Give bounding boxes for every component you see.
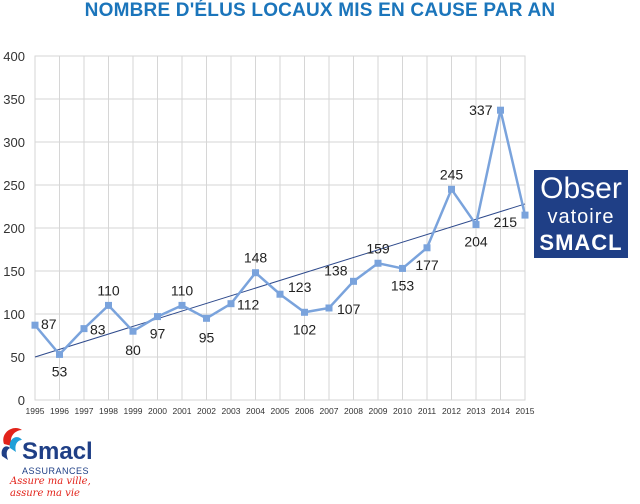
data-label: 215 xyxy=(494,214,518,230)
x-tick-label: 2004 xyxy=(246,406,265,416)
data-point xyxy=(325,304,333,312)
x-tick-label: 2014 xyxy=(491,406,510,416)
y-tick-label: 400 xyxy=(3,49,25,64)
x-tick-label: 1997 xyxy=(75,406,94,416)
x-tick-label: 2007 xyxy=(320,406,339,416)
x-tick-label: 2003 xyxy=(222,406,241,416)
x-tick-label: 2006 xyxy=(295,406,314,416)
data-label: 159 xyxy=(366,240,390,256)
data-point xyxy=(521,211,529,219)
data-point xyxy=(80,325,88,333)
data-point xyxy=(497,106,504,114)
data-label: 110 xyxy=(97,282,120,298)
y-tick-label: 350 xyxy=(3,92,25,107)
chart-title: NOMBRE D'ÉLUS LOCAUX MIS EN CAUSE PAR AN xyxy=(84,0,556,21)
y-tick-label: 0 xyxy=(18,393,25,408)
line-chart: 0 50 100 150 200 250 300 350 400 1995 1996 1997 1998… xyxy=(3,49,535,416)
trend-line xyxy=(34,203,526,358)
data-label: 87 xyxy=(41,316,57,332)
data-label: 97 xyxy=(150,326,166,342)
y-tick-label: 100 xyxy=(3,307,25,322)
data-label: 123 xyxy=(288,279,312,295)
logo-wordmark: Smacl xyxy=(22,438,93,465)
y-tick-label: 150 xyxy=(3,264,25,279)
smacl-logo-icon xyxy=(1,427,23,460)
data-label: 337 xyxy=(469,102,493,118)
observatoire-badge: Obser vatoire SMACL xyxy=(534,170,628,258)
data-point xyxy=(227,300,235,308)
data-point xyxy=(203,314,210,322)
data-label: 245 xyxy=(440,166,464,182)
x-tick-label: 2012 xyxy=(442,406,461,416)
data-point xyxy=(154,313,161,321)
data-label: 204 xyxy=(464,234,488,250)
y-tick-label: 50 xyxy=(11,350,25,365)
data-point xyxy=(276,290,284,298)
data-point xyxy=(31,321,39,329)
data-point xyxy=(301,308,308,316)
data-label: 95 xyxy=(199,329,215,345)
data-point xyxy=(399,264,406,272)
data-point xyxy=(252,269,259,277)
data-label: 148 xyxy=(244,250,268,266)
x-tick-label: 1996 xyxy=(50,406,69,416)
x-tick-label: 1999 xyxy=(124,406,143,416)
logo-tagline-2: assure ma vie xyxy=(10,488,80,499)
data-point xyxy=(178,301,186,309)
data-label: 53 xyxy=(52,363,68,379)
y-tick-label: 200 xyxy=(3,221,25,236)
data-label: 112 xyxy=(237,297,260,313)
x-tick-label: 2002 xyxy=(197,406,216,416)
data-label: 102 xyxy=(293,321,317,337)
x-tick-label: 2008 xyxy=(344,406,363,416)
x-tick-label: 2005 xyxy=(271,406,290,416)
data-point xyxy=(374,259,382,267)
data-point xyxy=(472,221,480,229)
x-tick-label: 2013 xyxy=(467,406,486,416)
data-label: 110 xyxy=(171,282,194,298)
y-tick-label: 250 xyxy=(3,178,25,193)
y-tick-label: 300 xyxy=(3,135,25,150)
x-tick-label: 1995 xyxy=(26,406,45,416)
data-label: 80 xyxy=(125,342,141,358)
x-tick-label: 2000 xyxy=(148,406,167,416)
data-point xyxy=(56,350,63,358)
data-point xyxy=(350,277,357,285)
data-label: 153 xyxy=(391,277,415,293)
data-label: 83 xyxy=(90,322,106,338)
data-label: 107 xyxy=(337,301,361,317)
badge-line-1: Obser xyxy=(540,172,622,205)
data-label: 138 xyxy=(324,262,348,278)
data-point xyxy=(423,244,431,252)
x-tick-label: 2001 xyxy=(173,406,192,416)
data-point xyxy=(129,327,137,335)
badge-line-3: SMACL xyxy=(539,230,623,255)
logo-tagline-1: Assure ma ville, xyxy=(10,476,91,487)
x-tick-label: 2010 xyxy=(393,406,412,416)
x-tick-label: 2009 xyxy=(369,406,388,416)
x-tick-label: 2015 xyxy=(516,406,535,416)
data-label: 177 xyxy=(415,257,439,273)
x-tick-label: 2011 xyxy=(418,406,437,416)
badge-line-2: vatoire xyxy=(547,206,615,228)
data-point xyxy=(448,185,455,193)
data-point xyxy=(105,301,112,309)
logo-subtitle: ASSURANCES xyxy=(22,466,90,476)
x-tick-label: 1998 xyxy=(99,406,118,416)
